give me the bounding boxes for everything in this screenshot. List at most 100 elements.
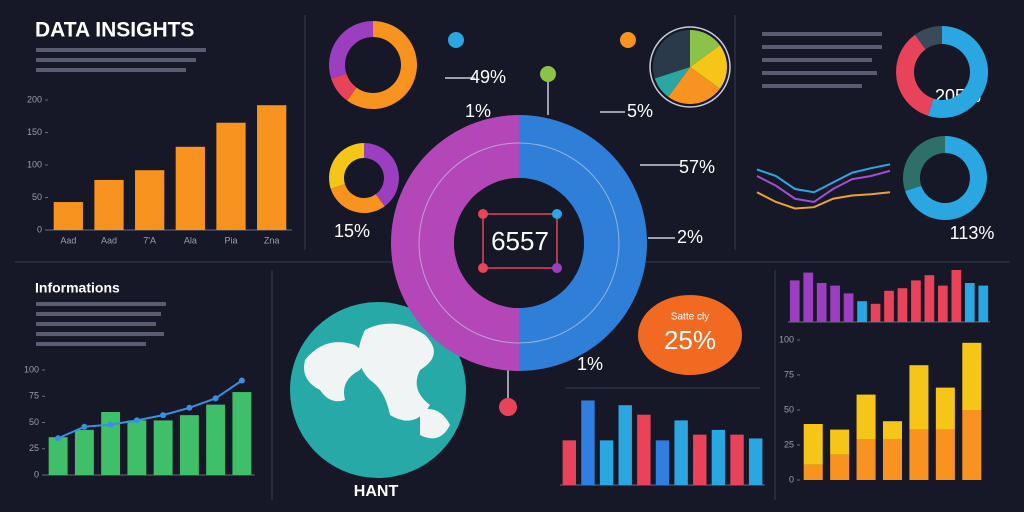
center-frame: [482, 213, 558, 269]
line-point: [133, 417, 140, 424]
bar: [938, 285, 948, 322]
title: DATA INSIGHTS: [35, 19, 194, 42]
y-tick-label: 150: [27, 127, 42, 137]
annotation: 2%: [677, 227, 703, 247]
x-tick-label: 7'A: [143, 235, 156, 245]
segment: [690, 30, 720, 67]
bar-segment: [803, 424, 823, 465]
line: [57, 379, 243, 440]
line: [756, 191, 891, 210]
x-tick-label: Pia: [224, 235, 237, 245]
annotation: 15%: [334, 221, 370, 241]
section-title: Informations: [35, 280, 120, 296]
bar-segment: [830, 429, 850, 455]
y-tick-label: 200: [27, 94, 42, 104]
bar-segment: [882, 439, 903, 480]
segment: [330, 184, 385, 213]
bar: [693, 434, 707, 485]
y-tick-label: 100: [24, 364, 39, 374]
annotation: 113%: [950, 223, 995, 243]
segment: [519, 115, 648, 371]
y-tick-label: 0: [789, 474, 794, 484]
bar: [74, 429, 94, 475]
segment: [914, 26, 942, 50]
bar: [175, 146, 205, 230]
segment: [905, 136, 987, 221]
bar: [816, 283, 827, 322]
line: [756, 163, 891, 194]
bar: [153, 420, 173, 475]
ring-line: [418, 142, 620, 344]
segment: [329, 143, 364, 189]
line-point: [55, 435, 62, 442]
bar: [803, 272, 814, 322]
y-tick-label: 100: [779, 334, 794, 344]
bar-segment: [803, 464, 823, 480]
bar: [581, 400, 595, 485]
y-tick-label: 25: [29, 443, 39, 453]
frame-dot: [552, 209, 562, 219]
x-tick-label: Aad: [101, 235, 117, 245]
bar: [637, 414, 651, 485]
bar-segment: [830, 454, 850, 480]
segment: [902, 136, 945, 191]
bar-segment: [882, 421, 903, 440]
bar: [748, 438, 763, 485]
bar-segment: [935, 387, 955, 430]
segment: [390, 115, 519, 371]
segment: [331, 73, 357, 101]
segment: [690, 45, 727, 89]
bar: [562, 440, 577, 485]
badge-value: 25%: [664, 325, 716, 355]
line-point: [238, 377, 245, 384]
y-tick-label: 75: [784, 369, 794, 379]
annotation: 49%: [470, 67, 506, 87]
bar: [216, 122, 246, 230]
badge-label: Satte cly: [671, 312, 709, 323]
bar: [618, 405, 632, 485]
x-tick-label: Zna: [264, 235, 280, 245]
bar: [830, 285, 840, 322]
segment: [329, 21, 373, 79]
bar: [857, 301, 867, 322]
segment: [668, 67, 720, 104]
y-tick-label: 0: [34, 469, 39, 479]
line-point: [160, 412, 167, 419]
line-point: [107, 421, 114, 428]
frame-dot: [478, 263, 488, 273]
bar: [884, 290, 894, 322]
line-point: [186, 404, 193, 411]
bar: [53, 202, 83, 230]
x-tick-label: Ala: [184, 235, 197, 245]
y-tick-label: 25: [784, 439, 794, 449]
badge: [638, 295, 742, 375]
map-label: HANT: [354, 483, 399, 500]
bar: [897, 288, 908, 322]
bar-segment: [856, 394, 876, 440]
bar: [951, 270, 962, 322]
y-tick-label: 50: [784, 404, 794, 414]
text-lines: [36, 32, 882, 346]
bar: [257, 105, 287, 230]
annotation: 1%: [577, 354, 603, 374]
bar: [127, 420, 147, 475]
bar: [206, 404, 226, 475]
annotation: 1%: [465, 101, 491, 121]
bar: [924, 275, 935, 322]
bar-segment: [962, 342, 982, 410]
bar: [48, 437, 68, 475]
bar: [179, 415, 199, 475]
bar: [599, 440, 614, 485]
segment: [654, 67, 690, 97]
bar: [101, 412, 121, 475]
bar: [843, 293, 854, 322]
frame-dot: [478, 209, 488, 219]
bar: [730, 434, 744, 485]
frame-dot: [552, 263, 562, 273]
bar-segment: [909, 365, 929, 430]
y-tick-label: 0: [37, 224, 42, 234]
annotation: 57%: [679, 157, 715, 177]
x-tick-label: Aad: [60, 235, 76, 245]
segment: [364, 143, 400, 207]
